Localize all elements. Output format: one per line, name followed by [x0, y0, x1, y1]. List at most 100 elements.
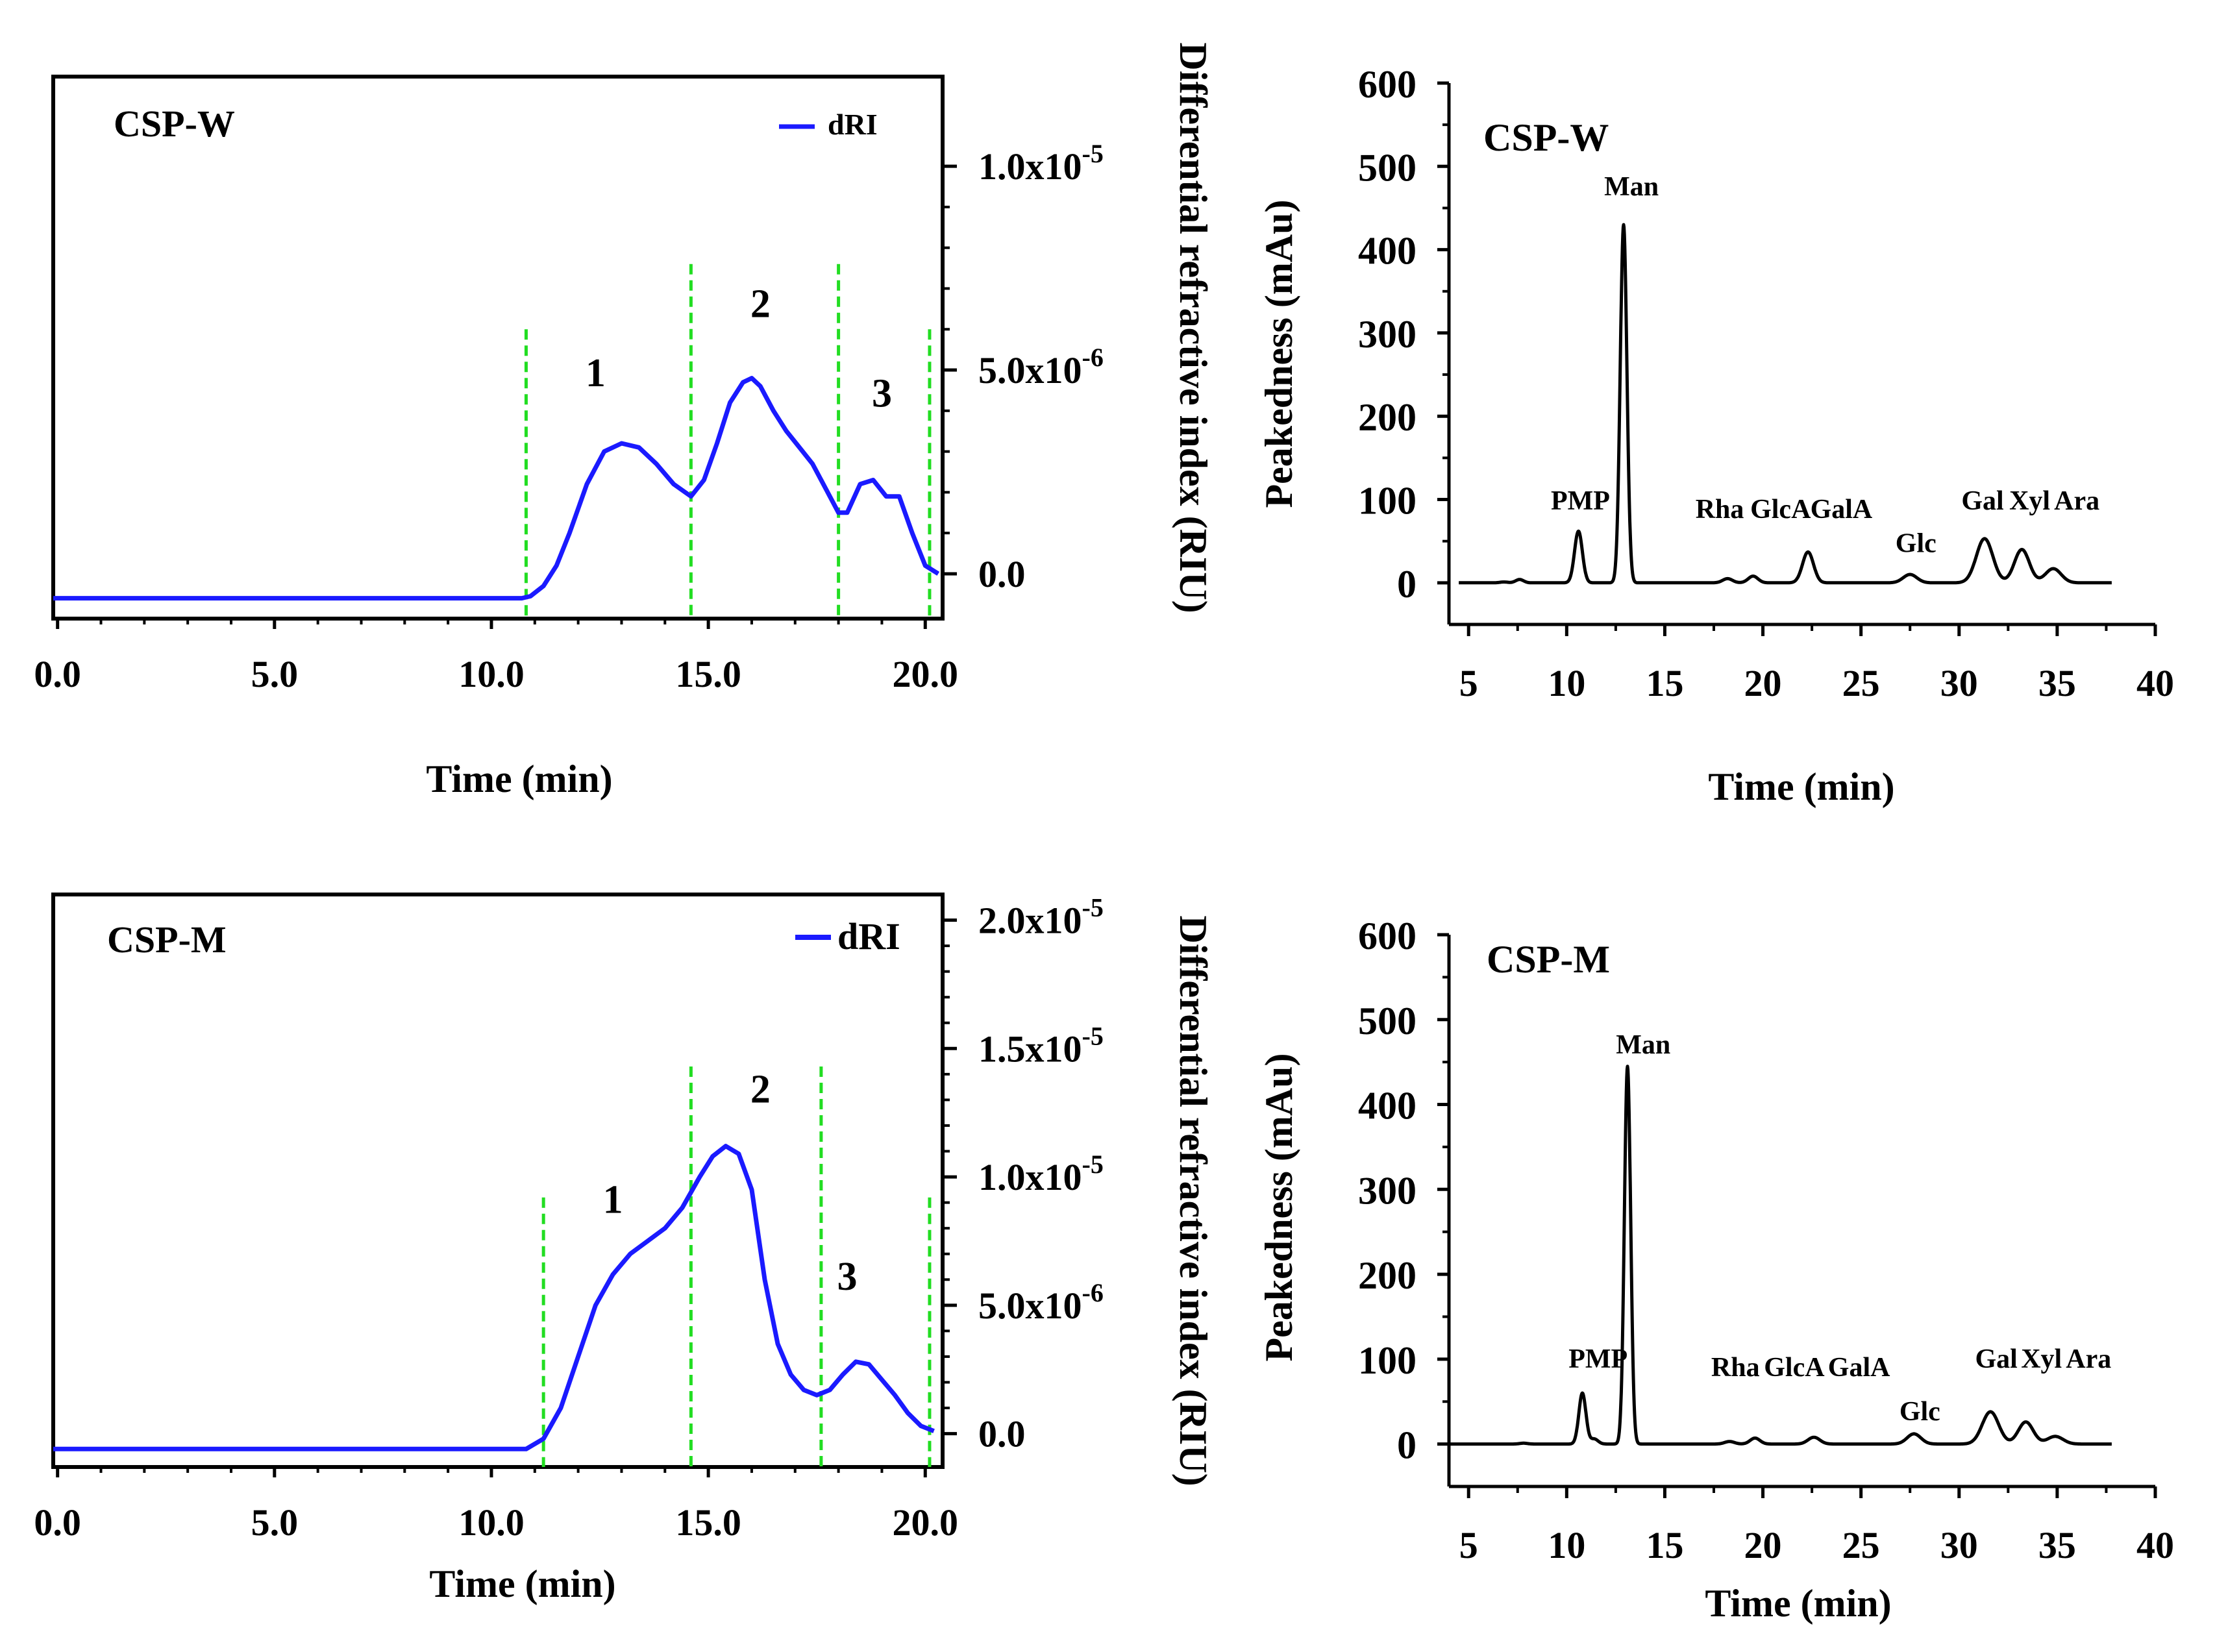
y-tick-label: 0: [1397, 1424, 1417, 1467]
y-axis-ticks: 0 100 200 300 400 500 600: [1358, 63, 1449, 606]
y-tick-label: 200: [1358, 396, 1417, 439]
x-tick-label: 35: [2038, 662, 2076, 704]
peak-label: GalA: [1828, 1353, 1890, 1383]
x-tick-label: 10.0: [458, 1501, 525, 1544]
x-tick-label: 10.0: [458, 653, 525, 695]
x-tick-label: 25: [1842, 662, 1880, 704]
peak-label: Gal: [1961, 486, 2003, 516]
peak-label: Rha: [1696, 495, 1744, 524]
peak-label: Xyl: [2009, 486, 2050, 516]
peak-label: PMP: [1551, 486, 1610, 516]
y-axis-title: Peakedness (mAu): [1257, 1054, 1300, 1362]
y-tick-label: 600: [1358, 63, 1417, 106]
x-axis-ticks: 5 10 15 20 25 30 35 40: [1459, 624, 2174, 704]
y-tick-exponent: -5: [1082, 139, 1104, 168]
fraction-label: 2: [750, 282, 771, 326]
x-tick-label: 5.0: [251, 653, 299, 695]
y-tick-label: 300: [1358, 1169, 1417, 1212]
y-tick-base: 1.0x10: [978, 145, 1082, 188]
dri-series-line: [53, 1144, 935, 1451]
fraction-label: 1: [603, 1177, 623, 1222]
peak-label: GalA: [1811, 495, 1873, 524]
y-tick-base: 1.5x10: [978, 1028, 1082, 1070]
x-axis-title: Time (min): [1708, 765, 1894, 808]
fraction-labels: 1 2 3: [586, 282, 892, 415]
y-tick-base: 1.0x10: [978, 1156, 1082, 1198]
y-tick-base: 0.0: [978, 553, 1026, 595]
y-tick-base: 2.0x10: [978, 900, 1082, 942]
y-tick-label: 300: [1358, 313, 1417, 356]
x-tick-label: 20: [1744, 1524, 1782, 1566]
y-tick-label: 0.0: [978, 1413, 1026, 1455]
y-tick-label: 0.0: [978, 553, 1026, 595]
fraction-boundaries: [524, 264, 932, 619]
x-tick-label: 5: [1459, 1524, 1478, 1566]
y-tick-label: 0: [1397, 563, 1417, 606]
peak-label: Gal: [1975, 1344, 2018, 1374]
hplc-chart-csp-w: CSP-W PMP Man Rha GlcA GalA Glc Gal Xyl Ara 5 10 1…: [1257, 63, 2174, 808]
x-tick-label: 5: [1459, 662, 1478, 704]
x-axis-title: Time (min): [426, 758, 612, 800]
y-tick-label: 1.0x10-5: [978, 1150, 1104, 1198]
y-tick-exponent: -6: [1082, 343, 1104, 372]
peak-label: Man: [1604, 172, 1659, 202]
y-tick-label: 2.0x10-5: [978, 893, 1104, 942]
legend-label: dRI: [837, 915, 900, 957]
y-tick-label: 500: [1358, 146, 1417, 189]
fraction-labels: 1 2 3: [603, 1067, 858, 1299]
x-tick-label: 30: [1940, 662, 1978, 704]
y-tick-label: 400: [1358, 1085, 1417, 1128]
x-tick-label: 0.0: [34, 1501, 81, 1544]
peak-label: Ara: [2066, 1344, 2111, 1374]
fraction-label: 3: [837, 1255, 857, 1299]
gpc-chart-csp-w: CSP-W dRI 1 2 3 0.0 5.0 10.0 15.0 20.0 0.0 5.0x…: [34, 42, 1215, 800]
hplc-trace: [1448, 1065, 2113, 1446]
y-tick-label: 200: [1358, 1254, 1417, 1297]
y-axis-ticks: 0 100 200 300 400 500 600: [1358, 915, 1449, 1467]
y-tick-exponent: -6: [1082, 1278, 1104, 1307]
plot-frame: [51, 75, 945, 621]
y-tick-label: 400: [1358, 230, 1417, 273]
panel-label: CSP-W: [1483, 116, 1609, 159]
x-axis-title: Time (min): [1705, 1582, 1891, 1625]
x-tick-label: 0.0: [34, 653, 81, 695]
y-tick-exponent: -5: [1082, 1021, 1104, 1050]
x-tick-label: 20: [1744, 662, 1782, 704]
peak-label: Rha: [1711, 1353, 1760, 1383]
x-tick-label: 10: [1548, 1524, 1585, 1566]
panel-label: CSP-M: [1487, 938, 1610, 981]
x-axis-ticks: 0.0 5.0 10.0 15.0 20.0: [34, 619, 958, 695]
fraction-label: 3: [872, 372, 892, 416]
y-tick-label: 1.5x10-5: [978, 1021, 1104, 1070]
y-axis-ticks: 0.05.0x10-61.0x10-51.5x10-52.0x10-5: [943, 893, 1104, 1455]
peak-label: GlcA: [1750, 495, 1811, 524]
y-tick-exponent: -5: [1082, 1150, 1104, 1179]
y-tick-label: 5.0x10-6: [978, 1278, 1104, 1327]
gpc-chart-csp-m: CSP-M dRI 1 2 3 0.0 5.0 10.0 15.0 20.0 0.0 5.0x…: [34, 893, 1215, 1605]
x-tick-label: 20.0: [893, 1501, 959, 1544]
peak-label: GlcA: [1764, 1353, 1825, 1383]
x-tick-label: 40: [2136, 662, 2174, 704]
x-tick-label: 30: [1940, 1524, 1978, 1566]
legend-label: dRI: [828, 108, 878, 141]
y-axis-title: Differential refractive index (RIU): [1172, 915, 1215, 1486]
y-tick-base: 5.0x10: [978, 1285, 1082, 1327]
plot-frame: [51, 893, 945, 1469]
hplc-chart-csp-m: CSP-M PMP Man Rha GlcA GalA Glc Gal Xyl Ara 5 10 1…: [1257, 915, 2174, 1625]
peak-label: Xyl: [2021, 1344, 2062, 1374]
hplc-trace: [1457, 223, 2113, 585]
panel-label: CSP-W: [114, 103, 235, 145]
y-tick-base: 0.0: [978, 1413, 1026, 1455]
y-axis-ticks: 0.0 5.0x10-6 1.0x10-5: [943, 139, 1104, 595]
peak-label: Ara: [2054, 486, 2099, 516]
x-tick-label: 20.0: [893, 653, 959, 695]
x-tick-label: 10: [1548, 662, 1585, 704]
y-tick-base: 5.0x10: [978, 349, 1082, 391]
dri-series-line: [53, 376, 940, 601]
x-tick-label: 15.0: [675, 1501, 741, 1544]
fraction-label: 2: [750, 1067, 771, 1111]
x-tick-label: 25: [1842, 1524, 1880, 1566]
x-tick-label: 40: [2136, 1524, 2174, 1566]
x-axis-title: Time (min): [429, 1562, 615, 1605]
peak-labels: PMP Man Rha GlcA GalA Glc Gal Xyl Ara: [1551, 172, 2099, 558]
